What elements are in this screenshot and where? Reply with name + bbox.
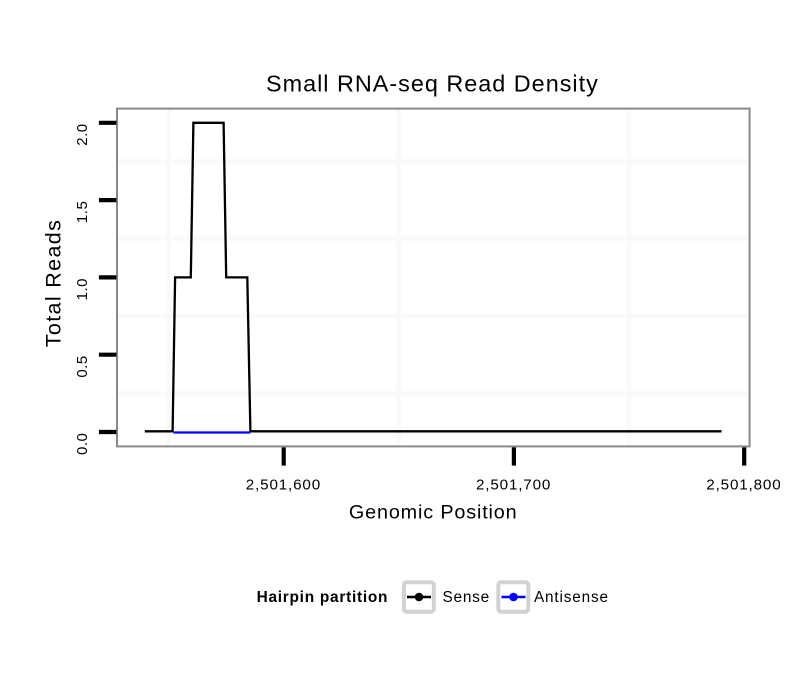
svg-text:2,501,700: 2,501,700 bbox=[476, 477, 551, 494]
svg-text:2,501,600: 2,501,600 bbox=[246, 477, 321, 494]
svg-text:2,501,800: 2,501,800 bbox=[706, 477, 781, 494]
svg-text:0.0: 0.0 bbox=[74, 433, 91, 455]
svg-text:Antisense: Antisense bbox=[534, 589, 609, 606]
svg-text:2.0: 2.0 bbox=[74, 123, 91, 145]
svg-text:Total Reads: Total Reads bbox=[41, 219, 65, 347]
svg-text:0.5: 0.5 bbox=[74, 355, 91, 377]
svg-text:1.0: 1.0 bbox=[74, 278, 91, 300]
svg-text:Genomic Position: Genomic Position bbox=[349, 501, 518, 523]
svg-text:1.5: 1.5 bbox=[74, 201, 91, 223]
svg-text:Sense: Sense bbox=[443, 589, 490, 606]
svg-text:Small RNA-seq Read Density: Small RNA-seq Read Density bbox=[266, 71, 599, 97]
svg-text:Hairpin partition: Hairpin partition bbox=[257, 589, 389, 606]
